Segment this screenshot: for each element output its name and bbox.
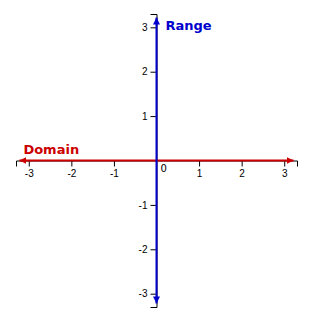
series-labels: Domain Range [23,18,211,157]
x-tick: 3 [282,161,288,179]
marks [19,18,293,304]
x-tick-label: 2 [239,168,245,179]
x-tick-label: -3 [25,168,34,179]
series-label: Range [166,18,212,33]
x-tick: -2 [67,161,76,179]
x-tick-label: 3 [282,168,288,179]
y-tick: 3 [142,22,157,33]
annotation: 0 [161,163,167,174]
x-tick-label: 1 [197,168,203,179]
x-tick: 2 [239,161,245,179]
x-tick: 1 [197,161,203,179]
y-tick: -1 [139,200,157,211]
x-tick: -3 [25,161,34,179]
y-tick: 2 [142,66,157,77]
x-tick-label: -1 [110,168,119,179]
y-tick-label: 3 [142,22,148,33]
chart: -3 -2 -1 1 2 3 -3 -2 -1 1 2 3 Domain Range 0 [0,0,313,321]
series-label: Domain [23,142,79,157]
y-tick-label: -3 [139,288,148,299]
series-line [156,18,158,304]
x-tick: -1 [110,161,119,179]
y-tick: 1 [142,111,157,122]
y-tick: -3 [139,288,157,299]
y-tick-label: -1 [139,200,148,211]
y-tick-label: 1 [142,111,148,122]
x-tick-label: -2 [67,168,76,179]
y-tick-label: 2 [142,66,148,77]
annotations: 0 [161,163,167,174]
y-tick-label: -2 [139,244,148,255]
y-tick: -2 [139,244,157,255]
